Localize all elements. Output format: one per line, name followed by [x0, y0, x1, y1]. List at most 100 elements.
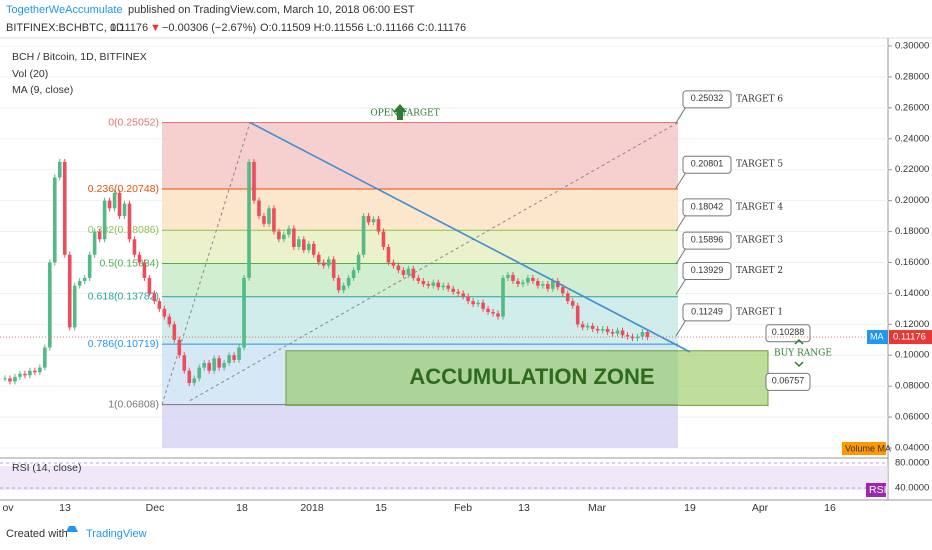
- candle: [287, 228, 291, 235]
- candle: [222, 362, 226, 368]
- candle: [620, 330, 625, 336]
- candle: [107, 200, 112, 209]
- time-tick-label: 16: [824, 502, 836, 514]
- candle: [252, 161, 256, 201]
- arrow: ▼: [150, 22, 161, 34]
- candle: [461, 293, 465, 297]
- callout-box: [682, 261, 732, 280]
- candle: [142, 262, 147, 278]
- candle: [426, 284, 431, 286]
- fib-label: 0.236(0.20748): [88, 183, 159, 195]
- candle: [177, 339, 182, 356]
- candle: [207, 362, 211, 371]
- candle: [501, 277, 505, 317]
- change: −0.00306 (−2.67%): [162, 22, 256, 34]
- candle: [257, 200, 261, 217]
- callout-pointer: [675, 278, 687, 295]
- candle: [346, 277, 351, 286]
- candle: [595, 328, 600, 331]
- time-tick-label: Mar: [588, 502, 607, 514]
- callout-pointer: [675, 171, 687, 189]
- candle: [526, 277, 530, 283]
- candle: [441, 285, 446, 288]
- candle: [570, 301, 575, 306]
- candle: [311, 243, 316, 255]
- candle: [242, 277, 246, 348]
- candle: [192, 378, 197, 384]
- callout-box: [765, 372, 811, 391]
- candle: [102, 200, 107, 240]
- fib-band: [162, 296, 678, 345]
- candle: [590, 325, 595, 329]
- candle: [23, 373, 27, 376]
- callout-box: [682, 198, 732, 217]
- buy-range-value: 0.10288: [772, 327, 805, 337]
- candle: [391, 262, 396, 266]
- legend-ma: MA (9, close): [12, 84, 73, 96]
- callout-box: [682, 90, 732, 109]
- symbol: BITFINEX:BCHBTC, 1D: [6, 22, 124, 34]
- price-tick-label: 0.16000: [895, 257, 929, 268]
- candle: [3, 378, 7, 380]
- fib-label: 0(0.25052): [108, 116, 159, 128]
- candle: [272, 208, 276, 232]
- last: 0.11176: [110, 22, 148, 34]
- time-tick-label: Apr: [752, 502, 769, 514]
- candle: [13, 376, 17, 382]
- target-value: 0.20801: [691, 159, 724, 169]
- price-tick-label: 0.10000: [895, 350, 929, 361]
- candle: [645, 332, 650, 338]
- candle: [217, 358, 221, 368]
- candle: [511, 274, 515, 282]
- candle: [551, 281, 555, 289]
- candle: [162, 308, 167, 317]
- legend-vol: Vol (20): [12, 68, 48, 80]
- time-tick-label: Dec: [146, 502, 165, 514]
- candle: [366, 216, 371, 223]
- candle: [496, 313, 500, 317]
- candle: [172, 324, 177, 340]
- candle: [506, 274, 510, 278]
- candle: [187, 370, 192, 384]
- candle: [436, 282, 441, 288]
- target-value: 0.18042: [691, 201, 724, 211]
- price-tick-label: 0.08000: [895, 381, 929, 392]
- open-target-arrow: [393, 104, 407, 120]
- zone-label: ACCUMULATION ZONE: [409, 364, 654, 389]
- candle: [57, 161, 62, 178]
- footer-brand[interactable]: TradingView: [86, 528, 147, 540]
- time-tick-label: 13: [59, 502, 71, 514]
- candle: [182, 355, 187, 371]
- rsi-band: [0, 466, 888, 490]
- candle: [262, 216, 266, 224]
- callout-pointer: [675, 247, 687, 265]
- candle: [331, 259, 336, 278]
- candle: [152, 293, 157, 302]
- candle: [585, 325, 590, 328]
- candle: [456, 291, 460, 294]
- candle: [351, 270, 356, 278]
- candle: [471, 301, 475, 305]
- candle: [306, 243, 311, 251]
- candle: [82, 277, 87, 282]
- candle: [18, 373, 22, 377]
- callout-box: [682, 155, 732, 174]
- target-name: TARGET 5: [736, 160, 783, 170]
- price-tag-bg: [889, 330, 932, 345]
- dashed-line: [189, 122, 679, 402]
- candle: [232, 355, 236, 360]
- trend-line: [249, 121, 691, 353]
- time-tick-label: 15: [375, 502, 387, 514]
- candle: [396, 265, 401, 271]
- author[interactable]: TogetherWeAccumulate: [6, 4, 123, 16]
- candle: [297, 239, 301, 247]
- candle: [62, 161, 67, 255]
- candle: [565, 293, 570, 302]
- callout-pointer: [675, 214, 687, 232]
- candle: [267, 208, 271, 224]
- candle: [431, 282, 436, 286]
- dashed-line: [161, 122, 251, 405]
- price-tag: 0.11176: [893, 332, 926, 343]
- candle: [600, 328, 605, 331]
